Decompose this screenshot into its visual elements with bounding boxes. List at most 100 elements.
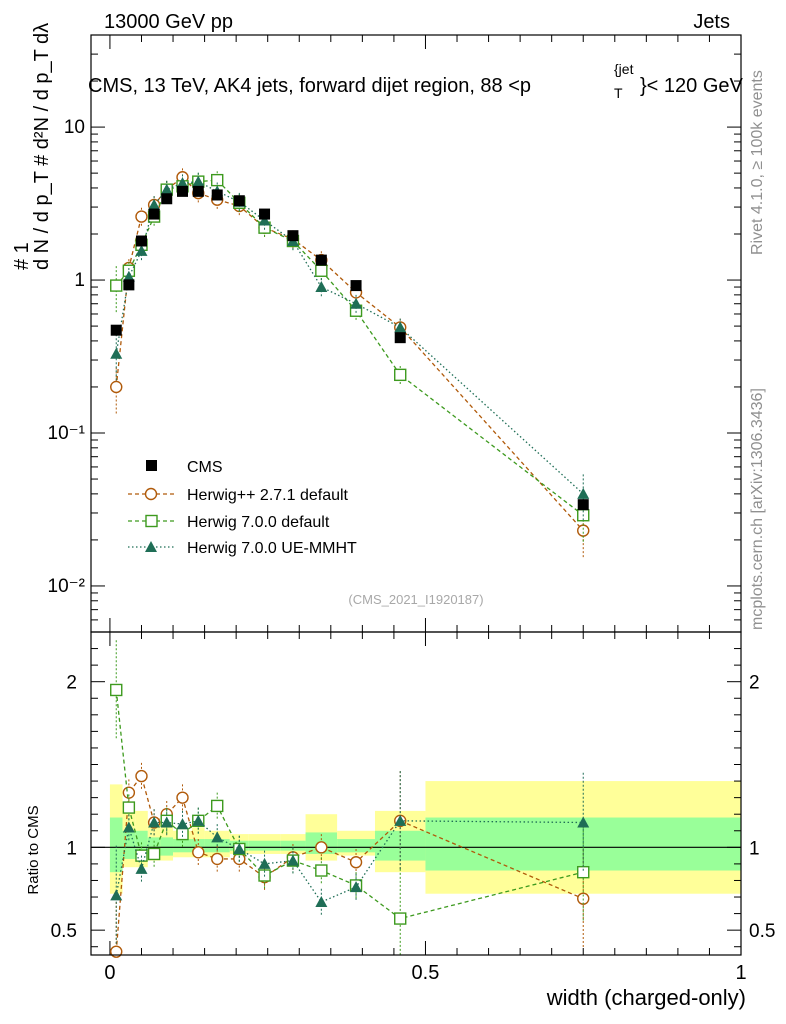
data-point	[122, 786, 136, 799]
data-point	[350, 881, 363, 893]
data-point	[192, 846, 205, 859]
data-point	[287, 230, 299, 242]
series-line	[115, 179, 584, 516]
data-point	[160, 183, 173, 195]
data-point	[122, 821, 135, 833]
main-series-herwig700	[110, 171, 590, 543]
data-point	[233, 195, 245, 207]
data-point	[148, 198, 161, 210]
main-series-ueMMHT	[110, 172, 590, 522]
title-sup: {jet	[614, 61, 634, 77]
data-point	[211, 831, 224, 843]
data-point	[176, 827, 189, 841]
main-y-axis-label: # 1 d N / d p_T # d²N / d p_T dλ	[11, 23, 53, 270]
ratio-y-tick-label-right: 1	[749, 838, 760, 859]
data-point	[394, 912, 407, 925]
data-point	[315, 281, 328, 293]
data-point	[350, 297, 363, 309]
data-point	[259, 208, 271, 220]
data-point	[110, 380, 123, 394]
legend-marker-herwigpp	[144, 487, 158, 501]
ratio-y-tick-label-left: 1	[66, 838, 77, 859]
data-point	[349, 856, 363, 869]
ratio-frame	[90, 631, 742, 956]
data-point	[135, 235, 147, 247]
ratio-y-tick-label-left: 0.5	[51, 921, 77, 942]
legend-item-ue-mmht: Herwig 7.0.0 UE-MMHT	[128, 540, 357, 557]
header-left: 13000 GeV pp	[104, 11, 233, 33]
band-inner-bin	[337, 839, 375, 853]
data-point	[258, 214, 271, 226]
data-point	[135, 210, 148, 223]
plot-title: CMS, 13 TeV, AK4 jets, forward dijet reg…	[88, 61, 744, 101]
data-point	[577, 524, 590, 537]
ratio-y-tick-label-right: 2	[749, 673, 760, 694]
y-label-part2: d N / d p_T # d²N / d p_T dλ	[31, 23, 53, 270]
data-point	[577, 816, 590, 828]
legend-label-cms: CMS	[187, 459, 223, 476]
data-point	[315, 841, 328, 854]
data-series	[110, 168, 590, 958]
data-point	[211, 799, 224, 813]
side-rivet-label: Rivet 4.1.0, ≥ 100k events	[749, 70, 766, 255]
data-point	[110, 889, 123, 901]
data-point	[176, 791, 189, 804]
data-point	[211, 852, 224, 866]
side-mcplots-label: mcplots.cern.ch [arXiv:1306.3436]	[749, 388, 766, 630]
data-point	[122, 270, 135, 282]
ratio-series-ueMMHT	[110, 771, 590, 946]
legend-item-herwigpp: Herwig++ 2.7.1 default	[128, 487, 349, 504]
title-main: CMS, 13 TeV, AK4 jets, forward dijet reg…	[88, 75, 531, 97]
analysis-id-watermark: (CMS_2021_I1920187)	[348, 592, 483, 607]
x-tick-label: 1	[735, 962, 746, 984]
data-point	[176, 818, 189, 830]
data-point	[315, 864, 328, 877]
ratio-y-tick-label-right: 0.5	[749, 921, 775, 942]
data-point	[315, 895, 328, 907]
band-inner-bin	[160, 837, 174, 856]
data-point	[233, 842, 246, 854]
data-point	[577, 487, 590, 499]
data-point	[110, 324, 122, 336]
main-series-cms	[110, 185, 589, 511]
data-point	[315, 254, 327, 266]
data-point	[135, 769, 148, 783]
ratio-y-axis-label: Ratio to CMS	[25, 805, 42, 894]
data-point	[148, 816, 161, 828]
data-point	[161, 193, 173, 205]
y-tick-label: 1	[74, 270, 85, 291]
data-point	[110, 347, 123, 359]
data-point	[394, 332, 406, 344]
y-tick-label: 10	[64, 117, 85, 138]
data-point	[148, 208, 160, 220]
legend: CMS Herwig++ 2.7.1 default Herwig 7.0.0 …	[128, 459, 357, 557]
y-tick-label: 10⁻²	[48, 576, 86, 597]
data-point	[110, 279, 123, 292]
x-axis-label: width (charged-only)	[546, 985, 746, 1010]
legend-label-ue-mmht: Herwig 7.0.0 UE-MMHT	[187, 540, 357, 557]
data-point	[394, 814, 407, 826]
data-point	[394, 321, 407, 333]
data-point	[394, 368, 407, 382]
series-line	[115, 176, 584, 532]
data-point	[350, 280, 362, 292]
legend-marker-cms	[146, 460, 157, 471]
legend-label-herwigpp: Herwig++ 2.7.1 default	[187, 487, 349, 504]
data-point	[135, 862, 148, 874]
data-point	[258, 857, 271, 869]
y-label-part1: # 1	[11, 242, 33, 270]
main-series-herwigpp	[110, 168, 590, 559]
data-point	[577, 499, 589, 511]
data-point	[147, 847, 161, 861]
y-tick-label: 10⁻¹	[48, 423, 86, 444]
data-point	[192, 185, 204, 197]
data-point	[176, 177, 189, 189]
data-point	[177, 185, 189, 197]
ratio-y-tick-label-left: 2	[66, 673, 77, 694]
legend-marker-ue-mmht	[145, 541, 157, 552]
data-point	[122, 801, 136, 814]
x-tick-label: 0	[104, 962, 115, 984]
data-point	[211, 189, 223, 201]
